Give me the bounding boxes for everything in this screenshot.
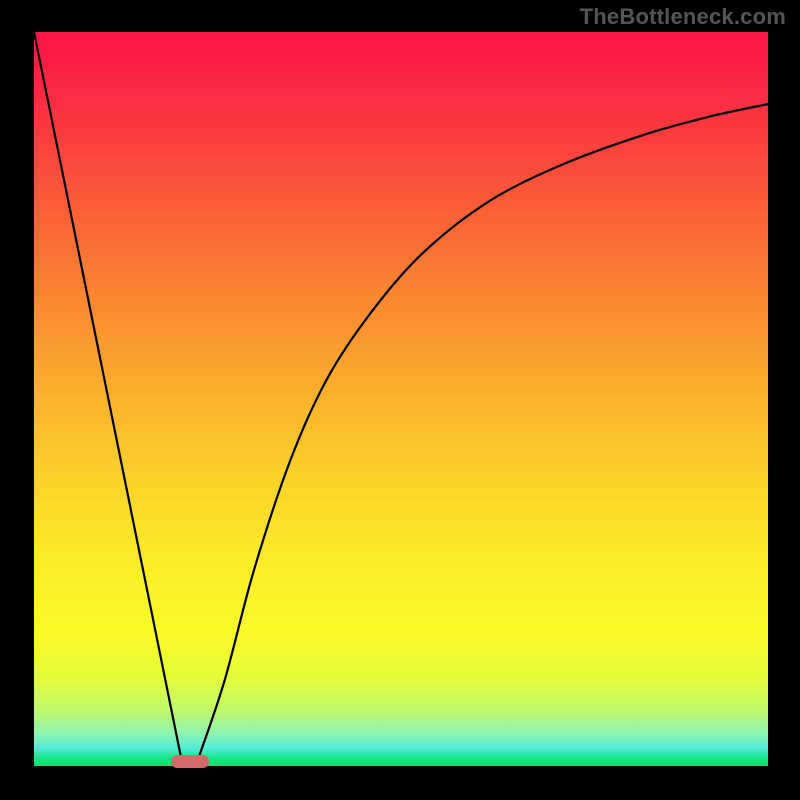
- optimal-marker: [171, 755, 209, 768]
- watermark-text: TheBottleneck.com: [580, 4, 786, 30]
- bottleneck-curve: [34, 32, 768, 768]
- plot-area: [34, 32, 768, 768]
- chart-container: TheBottleneck.com: [0, 0, 800, 800]
